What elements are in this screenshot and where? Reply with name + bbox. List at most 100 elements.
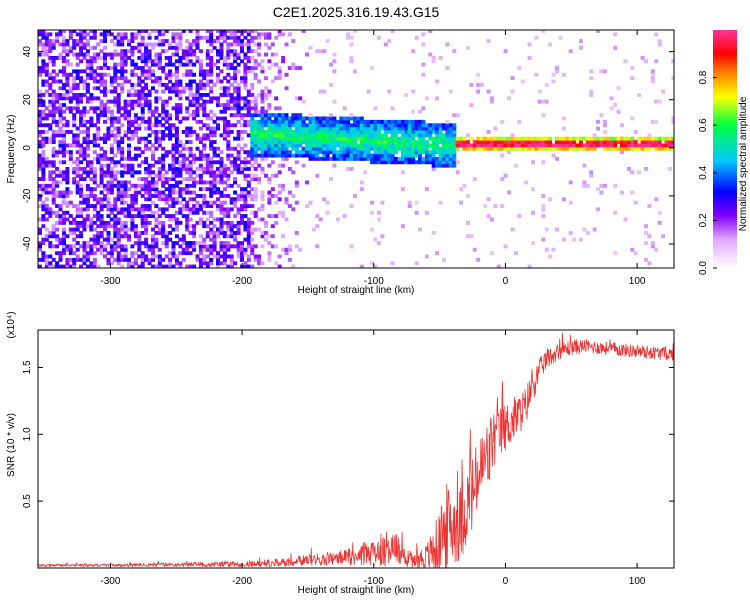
spectrogram-cell xyxy=(212,224,217,229)
spectrogram-cell xyxy=(565,140,570,144)
spectrogram-cell xyxy=(181,247,186,252)
spectrogram-cell xyxy=(79,153,84,158)
spectrogram-cell xyxy=(229,32,234,37)
spectrogram-cell xyxy=(151,187,155,192)
spectrogram-cell xyxy=(209,187,214,192)
spectrogram-cell xyxy=(85,207,90,212)
spectrogram-cell xyxy=(171,173,176,178)
spectrogram-cell xyxy=(123,130,128,134)
spectrogram-cell xyxy=(253,106,258,111)
spectrogram-cell xyxy=(353,130,357,134)
spectrogram-cell xyxy=(55,123,60,128)
spectrogram-cell xyxy=(58,79,63,84)
spectrogram-cell xyxy=(613,183,618,188)
spectrogram-cell xyxy=(62,72,66,77)
spectrogram-cell xyxy=(127,227,131,232)
spectrogram-cell xyxy=(253,30,258,33)
spectrogram-cell xyxy=(274,130,279,134)
spectrogram-cell xyxy=(68,143,73,148)
spectrogram-cell xyxy=(58,133,63,138)
spectrogram-cell xyxy=(284,150,289,155)
spectrogram-cell xyxy=(154,204,159,208)
spectrogram-cell xyxy=(264,96,268,101)
spectrogram-cell xyxy=(120,66,125,70)
spectrogram-cell xyxy=(284,251,289,256)
spectrogram-cell xyxy=(79,76,84,81)
spectrogram-cell xyxy=(72,136,77,141)
spectrogram-cell xyxy=(452,163,457,168)
spectrogram-cell xyxy=(260,153,265,158)
spectrogram-cell xyxy=(140,210,145,215)
spectrogram-cell xyxy=(233,103,238,107)
spectrogram-cell xyxy=(329,113,333,118)
spectrogram-cell xyxy=(325,123,330,128)
spectrogram-cell xyxy=(75,150,80,155)
spectrogram-cell xyxy=(130,32,135,37)
spectrogram-cell xyxy=(116,241,121,245)
spectrogram-cell xyxy=(38,89,42,94)
spectrogram-cell xyxy=(48,99,53,104)
spectrogram-cell xyxy=(127,210,131,215)
spectrogram-cell xyxy=(462,140,467,144)
spectrogram-cell xyxy=(445,153,450,158)
spectrogram-cell xyxy=(154,119,159,124)
spectrogram-cell xyxy=(346,133,351,138)
spectrogram-cell xyxy=(311,140,316,144)
spectrogram-cell xyxy=(452,146,457,151)
spectrogram-cell xyxy=(137,136,142,141)
spectrogram-cell xyxy=(174,197,179,202)
spectrogram-cell xyxy=(250,194,255,198)
spectrogram-cell xyxy=(637,170,642,175)
spectrogram-cell xyxy=(58,217,63,222)
spectrogram-cell xyxy=(96,214,101,218)
spectrogram-cell xyxy=(137,231,142,235)
spectrogram-cell xyxy=(48,32,53,37)
spectrogram-cell xyxy=(363,130,368,134)
spectrogram-cell xyxy=(246,264,251,268)
spectrogram-cell xyxy=(270,234,275,239)
spectrogram-cell xyxy=(236,163,241,168)
spectrogram-cell xyxy=(85,136,90,141)
spectrogram-cell xyxy=(92,140,97,144)
spectrogram-cell xyxy=(202,93,207,97)
spectrogram-cell xyxy=(308,136,313,141)
spectrogram-cell xyxy=(671,136,674,141)
spectrogram-cell xyxy=(188,62,193,67)
spectrogram-cell xyxy=(219,244,224,249)
spectrogram-cell xyxy=(92,106,97,111)
spectrogram-cell xyxy=(38,103,42,107)
spectrogram-cell xyxy=(243,177,248,181)
spectrogram-cell xyxy=(144,187,149,192)
spectrogram-cell xyxy=(130,220,135,225)
spectrogram-cell xyxy=(75,82,80,87)
spectrogram-cell xyxy=(637,143,642,148)
spectrogram-cell xyxy=(154,136,159,141)
spectrogram-cell xyxy=(219,42,224,47)
spectrogram-cell xyxy=(68,72,73,77)
spectrogram-cell xyxy=(229,244,234,249)
spectrogram-cell xyxy=(551,153,556,158)
spectrogram-cell xyxy=(243,214,248,218)
spectrogram-cell xyxy=(229,130,234,134)
spectrogram-cell xyxy=(171,146,176,151)
spectrogram-cell xyxy=(216,116,220,121)
spectrogram-cell xyxy=(168,217,173,222)
spectrogram-cell xyxy=(226,173,231,178)
spectrogram-cell xyxy=(171,52,176,57)
spectrogram-cell xyxy=(82,82,87,87)
spectrogram-cell xyxy=(140,150,145,155)
spectrogram-cell xyxy=(233,136,238,141)
spectrogram-cell xyxy=(452,136,457,141)
spectrogram-cell xyxy=(325,156,330,161)
spectrogram-cell xyxy=(644,140,648,144)
spectrogram-cell xyxy=(308,156,313,161)
spectrogram-cell xyxy=(277,197,282,202)
spectrogram-cell xyxy=(476,143,481,148)
spectrogram-cell xyxy=(174,109,179,114)
spectrogram-cell xyxy=(171,62,176,67)
spectrogram-cell xyxy=(161,32,166,37)
spectrogram-cell xyxy=(421,123,426,128)
spectrogram-cell xyxy=(287,133,292,138)
spectrogram-cell xyxy=(342,116,347,121)
spectrogram-cell xyxy=(113,116,118,121)
